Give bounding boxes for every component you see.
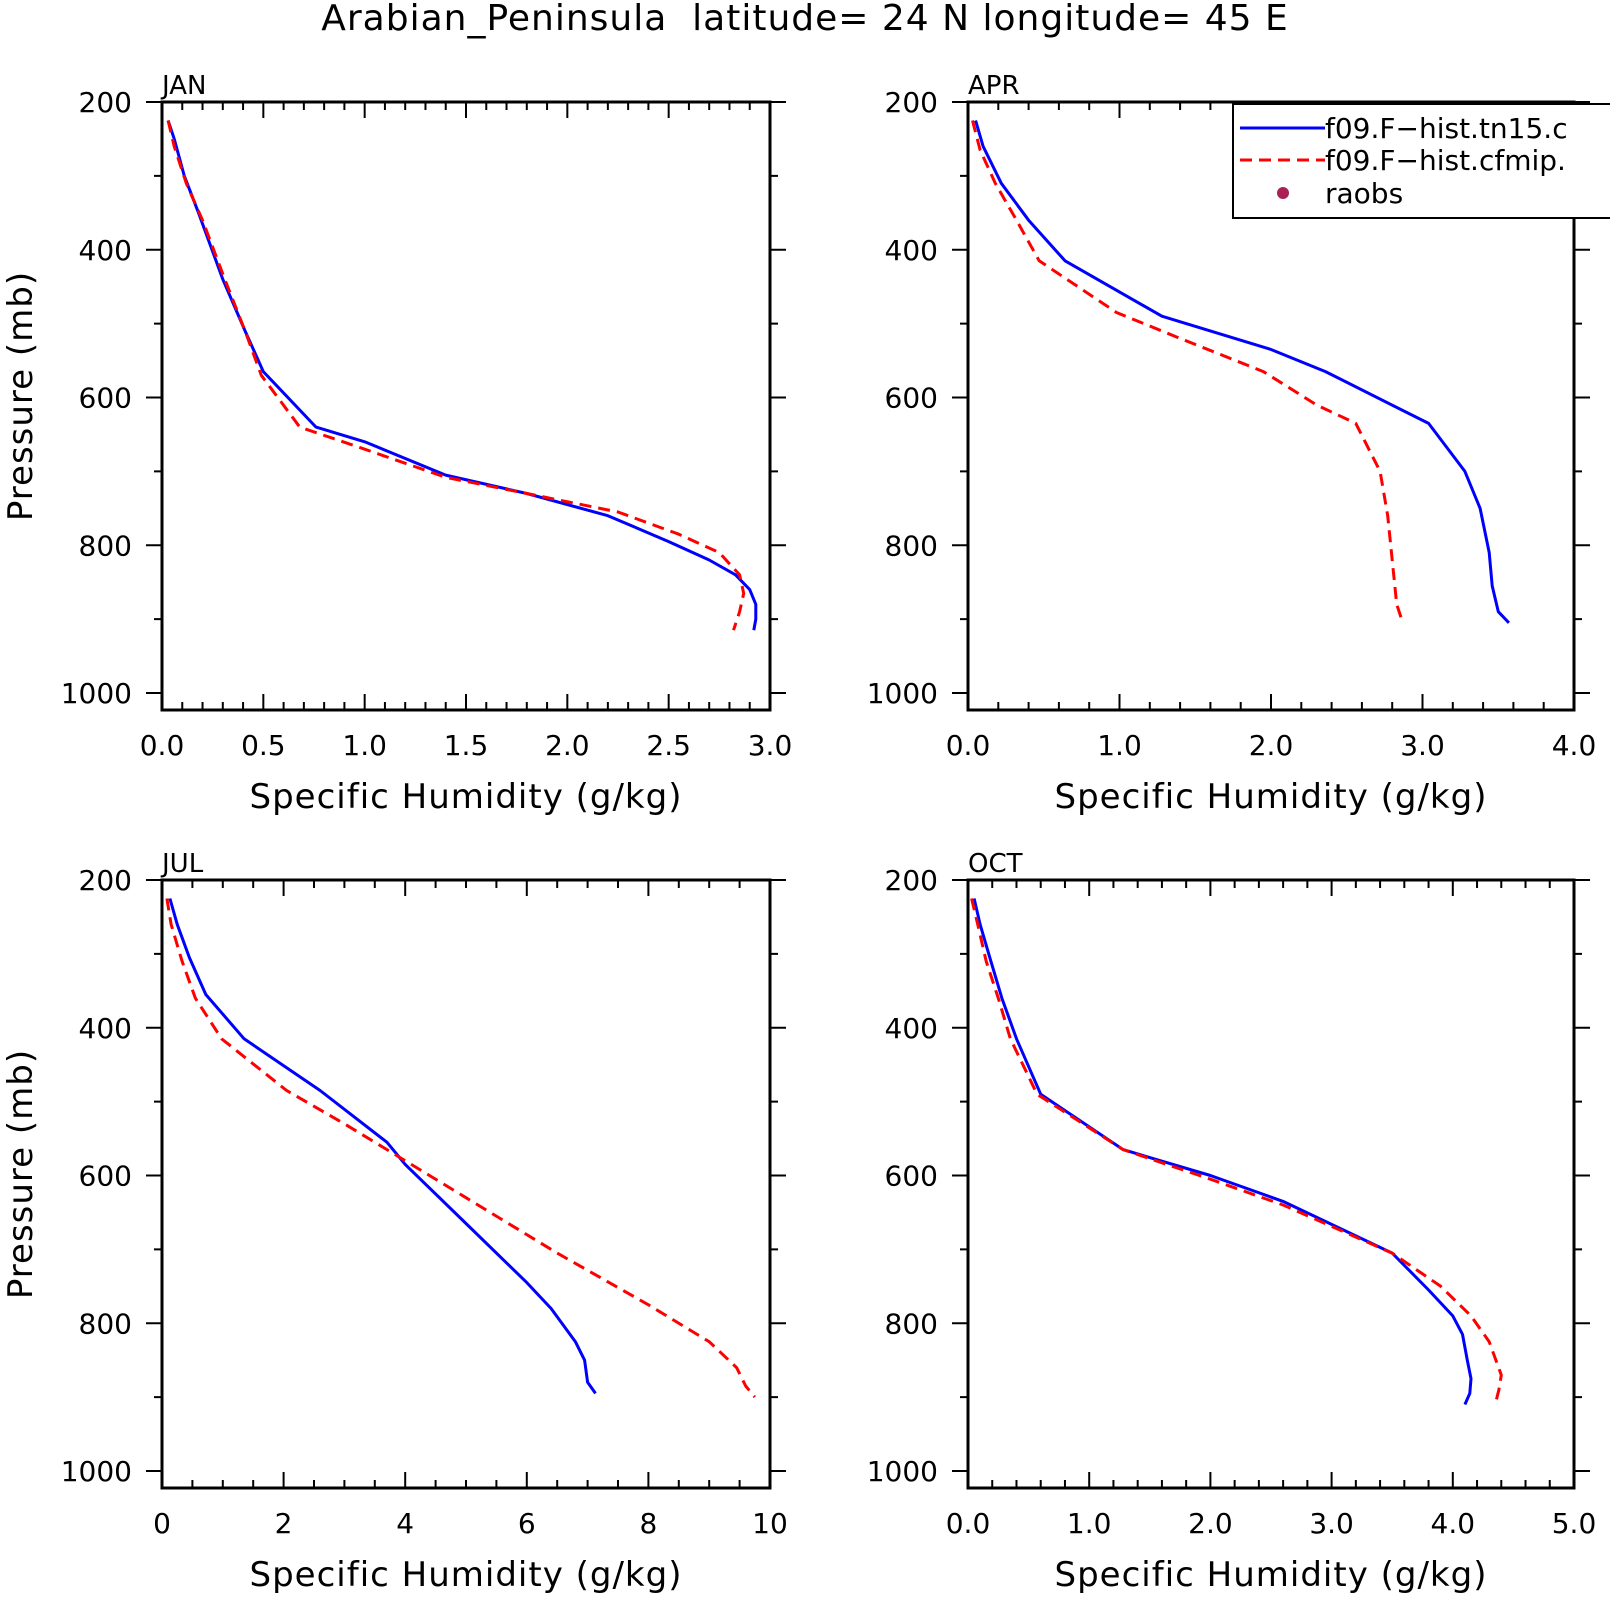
panel-jan: JAN 0.0 0.5 1.0 1.5 2.0 2.5 3.0 200 400 600 800 1000…	[1, 71, 792, 817]
legend-label-1: f09.F−hist.cfmip.	[1325, 144, 1566, 177]
legend-box	[1232, 103, 1610, 219]
series-line-jan-blue-solid	[166, 120, 758, 631]
legend-label-0: f09.F−hist.tn15.c	[1325, 112, 1568, 145]
ytick-label: 800	[79, 1307, 132, 1340]
xtick-label: 4.0	[1431, 1507, 1476, 1540]
series-line-apr-blue-solid	[974, 120, 1510, 624]
y-axis-label-jan: Pressure (mb)	[1, 271, 41, 521]
legend: f09.F−hist.tn15.c f09.F−hist.cfmip. raob…	[1232, 103, 1610, 219]
xtick-label: 2.0	[1188, 1507, 1233, 1540]
xtick-label: 0.5	[241, 729, 286, 762]
series-line-jul-red-dashed	[165, 898, 756, 1399]
ytick-label: 200	[885, 864, 938, 897]
ytick-label: 400	[79, 1012, 132, 1045]
ytick-label: 200	[79, 864, 132, 897]
figure-title: Arabian_Peninsula latitude= 24 N longitu…	[321, 0, 1289, 39]
ytick-label: 600	[885, 382, 938, 415]
xtick-label: 1.5	[444, 729, 489, 762]
series-line-apr-red-dashed	[971, 120, 1405, 624]
xtick-label: 0.0	[140, 729, 185, 762]
ytick-label: 800	[79, 529, 132, 562]
plot-frame-jul	[160, 878, 772, 1490]
xtick-label: 10	[752, 1507, 788, 1540]
xtick-label: 0.0	[946, 729, 991, 762]
legend-dot-raobs	[1277, 187, 1289, 199]
panel-label-apr: APR	[968, 71, 1020, 101]
panel-label-jul: JUL	[160, 849, 204, 879]
x-axis-label-apr: Specific Humidity (g/kg)	[1055, 777, 1488, 817]
ytick-label: 1000	[867, 1455, 938, 1488]
x-axis-label-oct: Specific Humidity (g/kg)	[1055, 1555, 1488, 1595]
xtick-label: 5.0	[1552, 1507, 1597, 1540]
series-line-jan-red-dashed	[166, 120, 746, 631]
xtick-label: 3.0	[748, 729, 793, 762]
ytick-label: 1000	[61, 1455, 132, 1488]
panel-label-jan: JAN	[160, 71, 206, 101]
xtick-label: 2.0	[545, 729, 590, 762]
ytick-label: 400	[79, 234, 132, 267]
legend-label-2: raobs	[1325, 177, 1403, 210]
xtick-label: 1.0	[342, 729, 387, 762]
ytick-label: 1000	[61, 677, 132, 710]
y-axis-label-jul: Pressure (mb)	[1, 1049, 41, 1299]
x-axis-label-jul: Specific Humidity (g/kg)	[250, 1555, 683, 1595]
ytick-label: 800	[885, 529, 938, 562]
xtick-label: 4	[396, 1507, 414, 1540]
xtick-label: 2.5	[646, 729, 691, 762]
ytick-label: 200	[885, 86, 938, 119]
panel-oct: OCT 0.0 1.0 2.0 3.0 4.0 5.0 200 400 600 800 1000 Spe…	[867, 849, 1597, 1595]
xtick-label: 3.0	[1309, 1507, 1354, 1540]
ytick-label: 800	[885, 1307, 938, 1340]
ytick-label: 600	[79, 1160, 132, 1193]
xtick-label: 3.0	[1400, 729, 1445, 762]
series-line-jul-blue-solid	[168, 898, 597, 1395]
xtick-label: 2	[275, 1507, 293, 1540]
panel-label-oct: OCT	[968, 849, 1023, 879]
x-axis-label-jan: Specific Humidity (g/kg)	[250, 777, 683, 817]
xtick-label: 0.0	[946, 1507, 991, 1540]
xtick-label: 4.0	[1552, 729, 1597, 762]
series-line-oct-red-dashed	[970, 898, 1503, 1405]
series-line-oct-blue-solid	[972, 898, 1473, 1406]
xtick-label: 8	[639, 1507, 657, 1540]
xtick-label: 0	[153, 1507, 171, 1540]
ytick-label: 1000	[867, 677, 938, 710]
plot-frame-oct	[966, 878, 1576, 1490]
ytick-label: 600	[79, 382, 132, 415]
ytick-label: 200	[79, 86, 132, 119]
ytick-label: 600	[885, 1160, 938, 1193]
xtick-label: 6	[518, 1507, 536, 1540]
panel-jul: JUL 0 2 4 6 8 10 200 400 600 800 1000 Specific Humid…	[1, 849, 788, 1595]
xtick-label: 1.0	[1097, 729, 1142, 762]
ytick-label: 400	[885, 1012, 938, 1045]
ytick-label: 400	[885, 234, 938, 267]
xtick-label: 2.0	[1249, 729, 1294, 762]
plot-frame-jan	[160, 100, 772, 712]
xtick-label: 1.0	[1067, 1507, 1112, 1540]
